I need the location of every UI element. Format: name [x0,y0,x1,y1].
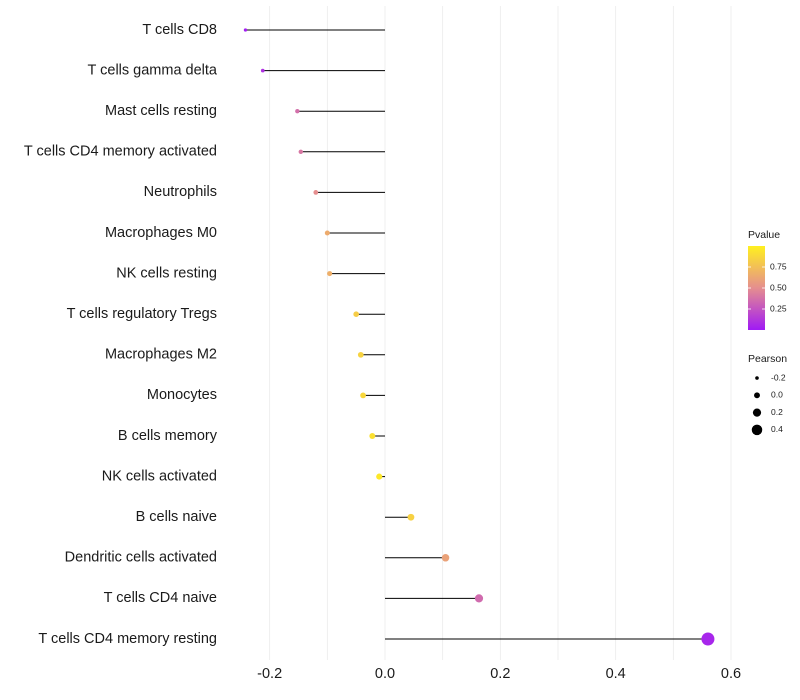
pearson-legend-title: Pearson [748,353,787,365]
lollipop-point [243,28,248,32]
lollipop-point [369,433,376,439]
lollipop-point [357,351,364,358]
colorbar-label: 0.50 [770,282,787,292]
colorbar-label: 0.25 [770,303,787,313]
x-axis-ticks: -0.2 0.0 0.2 0.4 0.6 [257,666,741,682]
category-label: T cells gamma delta [88,62,218,78]
category-label: Macrophages M0 [105,225,217,241]
x-tick-label: -0.2 [257,666,282,682]
lollipop-point [474,594,484,603]
pvalue-legend-title: Pvalue [748,229,780,241]
x-tick-label: 0.2 [490,666,510,682]
grid [269,6,732,660]
category-label: NK cells activated [102,468,217,484]
category-label: T cells CD4 memory resting [38,631,217,647]
lollipop-point [298,149,304,155]
category-label: NK cells resting [116,265,217,281]
lollipop-point [353,311,359,318]
size-legend-label: 0.4 [771,424,783,434]
category-label: B cells naive [136,509,217,525]
size-legend-key [751,424,763,436]
category-label: T cells CD4 naive [104,590,217,606]
lollipop-point [295,109,300,114]
size-legend-label: -0.2 [771,372,786,382]
x-tick-label: 0.4 [606,666,626,682]
lollipop-point [376,473,383,480]
lollipop-point [360,392,366,399]
category-label: T cells CD8 [142,22,217,38]
category-label: Macrophages M2 [105,347,217,363]
category-label: B cells memory [118,428,218,444]
size-legend-label: 0.2 [771,407,783,417]
points [243,28,715,646]
x-tick-label: 0.6 [721,666,741,682]
pvalue-colorbar [748,246,765,330]
category-label: Mast cells resting [105,103,217,119]
lollipop-point [327,271,333,277]
stems [245,29,708,640]
size-legend-key [755,376,759,380]
lollipop-point [407,513,415,521]
lollipop-point [260,68,265,73]
size-legend-label: 0.0 [771,390,783,400]
category-label: Monocytes [147,387,217,403]
category-label: T cells CD4 memory activated [24,144,217,160]
pearson-legend: Pearson -0.2 0.0 0.2 0.4 [748,353,787,436]
lollipop-point [324,230,330,236]
category-label: Dendritic cells activated [65,550,217,566]
lollipop-point [701,632,715,646]
category-labels: T cells CD8 T cells gamma delta Mast cells… [24,22,218,647]
size-legend-key [754,392,760,399]
colorbar-label: 0.75 [770,261,787,271]
category-label: T cells regulatory Tregs [67,306,217,322]
size-legend-key [752,408,762,417]
pvalue-legend: Pvalue 0.25 0.50 0.75 [748,229,787,330]
lollipop-point [313,190,319,195]
category-label: Neutrophils [144,184,217,200]
lollipop-point [441,554,450,562]
x-tick-label: 0.0 [375,666,395,682]
